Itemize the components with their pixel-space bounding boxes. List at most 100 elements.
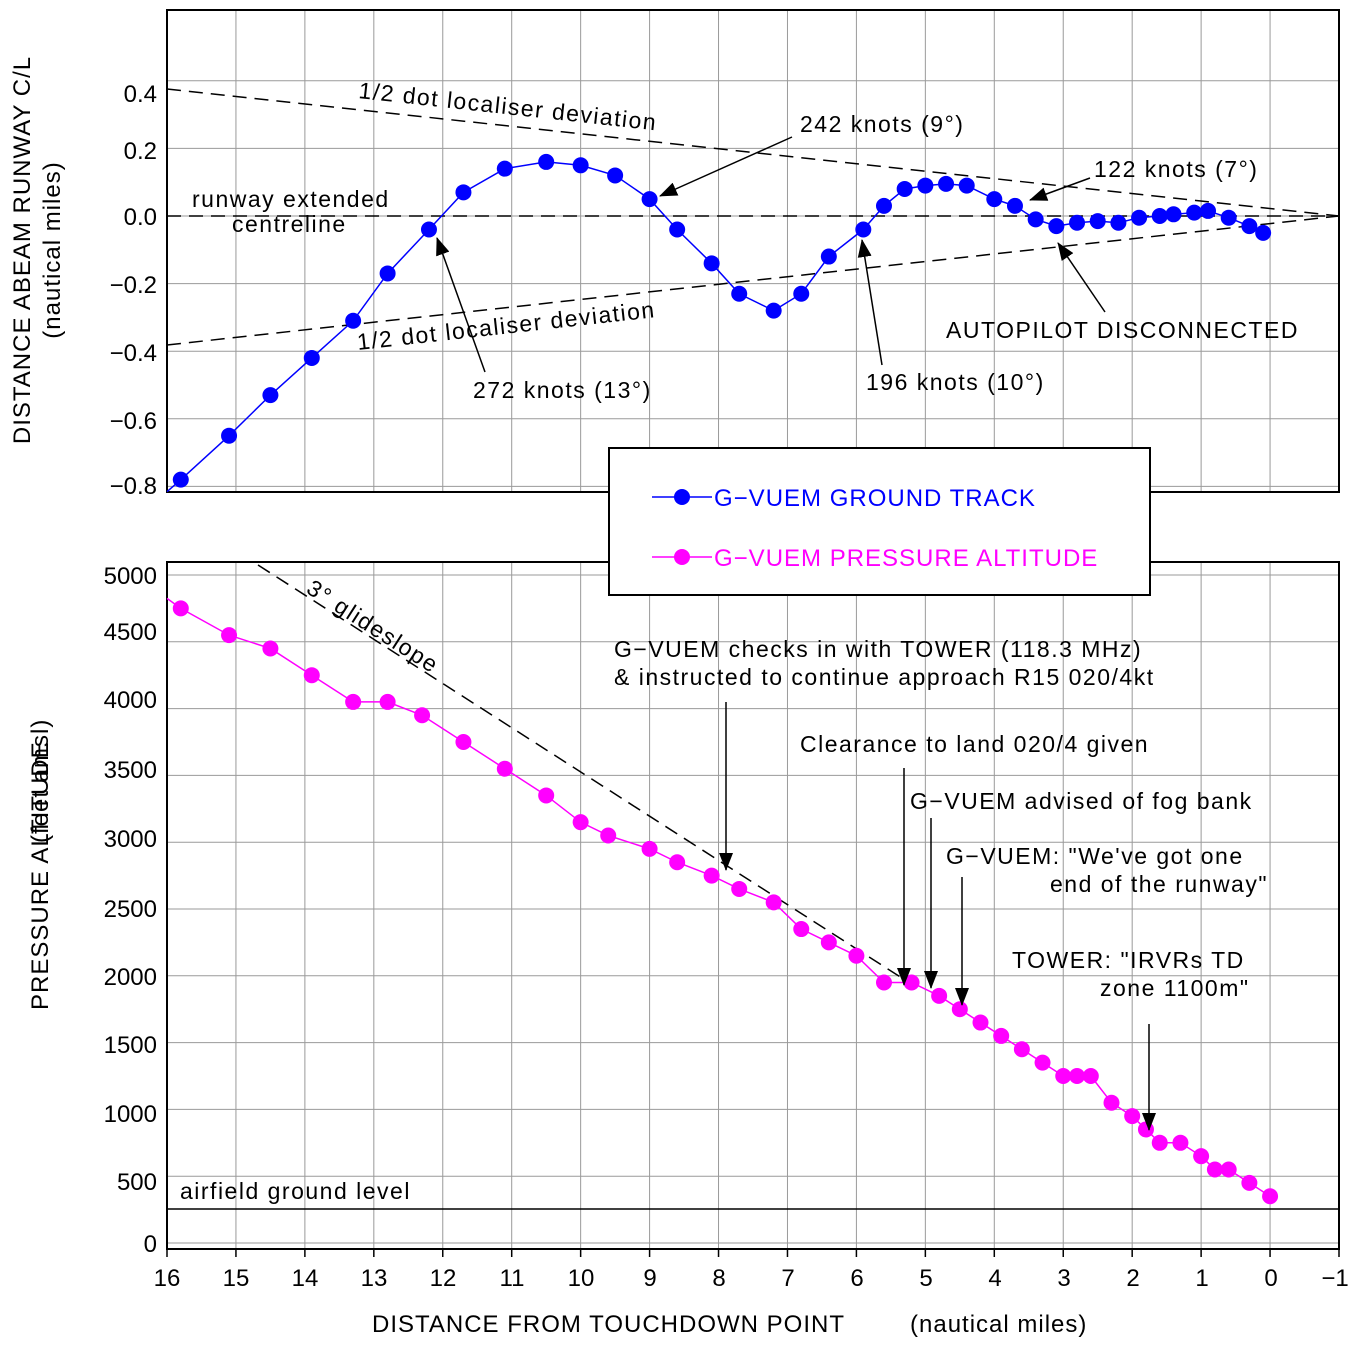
top-y-tick-label: −0.6 (110, 408, 157, 435)
annotation-272-knots: 272 knots (13°) (473, 377, 652, 403)
ground-track-point (703, 255, 720, 272)
x-tick-label: 2 (1126, 1265, 1139, 1292)
pressure-altitude-point (1151, 1134, 1168, 1151)
ground-track-point (938, 175, 955, 192)
bottom-y-tick-label: 2000 (104, 964, 157, 991)
bottom-y-tick-label: 1000 (104, 1101, 157, 1128)
pressure-altitude-point (765, 894, 782, 911)
top-y-tick-labels: 0.4 0.2 0.0 −0.2 −0.4 −0.6 −0.8 (110, 81, 157, 500)
ground-track-point (875, 197, 892, 214)
pressure-altitude-point (875, 974, 892, 991)
annotation-autopilot-arrow (1057, 242, 1106, 313)
x-tick-label: 11 (500, 1265, 525, 1292)
ground-track-point (641, 191, 658, 208)
x-tick-label: 1 (1195, 1265, 1208, 1292)
localiser-deviation-lower-label: 1/2 dot localiser deviation (356, 296, 657, 355)
x-axis-label: DISTANCE FROM TOUCHDOWN POINT (372, 1311, 845, 1338)
pressure-altitude-point (1241, 1174, 1258, 1191)
pressure-altitude-point (669, 854, 686, 871)
pressure-altitude-point (172, 600, 189, 617)
pressure-altitude-point (972, 1014, 989, 1031)
pressure-altitude-point (414, 707, 431, 724)
pressure-altitude-points (172, 600, 1279, 1205)
x-tick-label: 4 (988, 1265, 1001, 1292)
x-tick-label: 7 (781, 1265, 794, 1292)
pressure-altitude-point (572, 814, 589, 831)
annotation-irvr-line1: TOWER: "IRVRs TD (1012, 947, 1245, 973)
glideslope-label: 3° glideslope (302, 574, 444, 678)
bottom-panel-grid (166, 562, 1340, 1257)
ground-track-point (262, 387, 279, 404)
ground-track-point (172, 471, 189, 488)
pressure-altitude-point (1137, 1121, 1154, 1138)
pressure-altitude-point (379, 693, 396, 710)
annotation-fog-bank: G−VUEM advised of fog bank (910, 788, 1253, 814)
annotation-242-knots-arrow (659, 136, 793, 197)
centreline-label-line2: centreline (232, 211, 347, 237)
centreline-label-line1: runway extended (192, 186, 390, 212)
bottom-y-tick-label: 2500 (104, 896, 157, 923)
top-y-tick-label: 0.4 (124, 81, 157, 108)
x-tick-label: 3 (1057, 1265, 1070, 1292)
ground-track-point (986, 191, 1003, 208)
ground-track-point (1186, 204, 1203, 221)
legend-ground-track-label: G−VUEM GROUND TRACK (714, 485, 1036, 512)
pressure-altitude-point (538, 787, 555, 804)
pressure-altitude-point (731, 880, 748, 897)
ground-track-point (855, 221, 872, 238)
x-tick-label: 14 (292, 1265, 319, 1292)
pressure-altitude-point (820, 934, 837, 951)
ground-track-point (1110, 214, 1127, 231)
top-panel-frame (166, 9, 1340, 493)
bottom-y-tick-labels: 5000 4500 4000 3500 3000 2500 2000 1500 … (104, 563, 157, 1258)
annotation-122-knots-arrow (1029, 177, 1091, 201)
x-tick-label: 10 (568, 1265, 595, 1292)
x-axis-sublabel: (nautical miles) (910, 1311, 1087, 1338)
ground-track-point (1069, 214, 1086, 231)
pressure-altitude-point (703, 867, 720, 884)
ground-track-point (455, 184, 472, 201)
bottom-y-tick-label: 5000 (104, 563, 157, 590)
ground-track-point (345, 312, 362, 329)
legend-ground-track-marker (674, 489, 690, 505)
ground-level-label: airfield ground level (180, 1178, 411, 1204)
ground-track-points (172, 153, 1272, 488)
ground-track-point (896, 180, 913, 197)
ground-track-point (1151, 208, 1168, 224)
ground-track-point (303, 349, 320, 366)
ground-track-point (607, 167, 624, 184)
pressure-altitude-point (496, 760, 513, 777)
ground-track-point (1255, 224, 1272, 241)
ground-track-point (1089, 213, 1106, 230)
x-tick-label: 8 (712, 1265, 725, 1292)
ground-track-point (1220, 209, 1237, 226)
bottom-y-axis-sublabel: (feet amsl) (27, 719, 54, 843)
glideslope-line (257, 564, 906, 981)
ground-track-point (917, 177, 934, 194)
bottom-y-tick-label: 4000 (104, 687, 157, 714)
annotation-122-knots: 122 knots (7°) (1094, 156, 1258, 182)
ground-track-point (572, 157, 589, 174)
pressure-altitude-point (1069, 1068, 1086, 1084)
bottom-y-tick-label: 1500 (104, 1032, 157, 1059)
pressure-altitude-point (1103, 1094, 1120, 1111)
pressure-altitude-point (1262, 1188, 1279, 1205)
legend-pressure-altitude-marker (674, 549, 690, 565)
annotation-checks-in-line2: & instructed to continue approach R15 02… (614, 664, 1155, 690)
bottom-y-tick-label: 3500 (104, 757, 157, 784)
top-y-tick-label: 0.2 (124, 138, 157, 165)
pressure-altitude-point (1193, 1148, 1210, 1165)
pressure-altitude-point (903, 974, 920, 991)
pressure-altitude-point (951, 1001, 968, 1018)
x-tick-label: 5 (919, 1265, 932, 1292)
bottom-y-axis-label: PRESSURE ALTITUDE (27, 741, 54, 1010)
legend-box (608, 447, 1151, 596)
ground-track-point (496, 160, 513, 177)
x-tick-label: 16 (154, 1265, 181, 1292)
pressure-altitude-point (455, 734, 472, 750)
annotation-242-knots: 242 knots (9°) (800, 111, 964, 137)
annotation-autopilot-disconnected: AUTOPILOT DISCONNECTED (946, 317, 1299, 343)
top-y-axis-sublabel: (nautical miles) (39, 161, 66, 338)
pressure-altitude-point (1220, 1161, 1237, 1178)
